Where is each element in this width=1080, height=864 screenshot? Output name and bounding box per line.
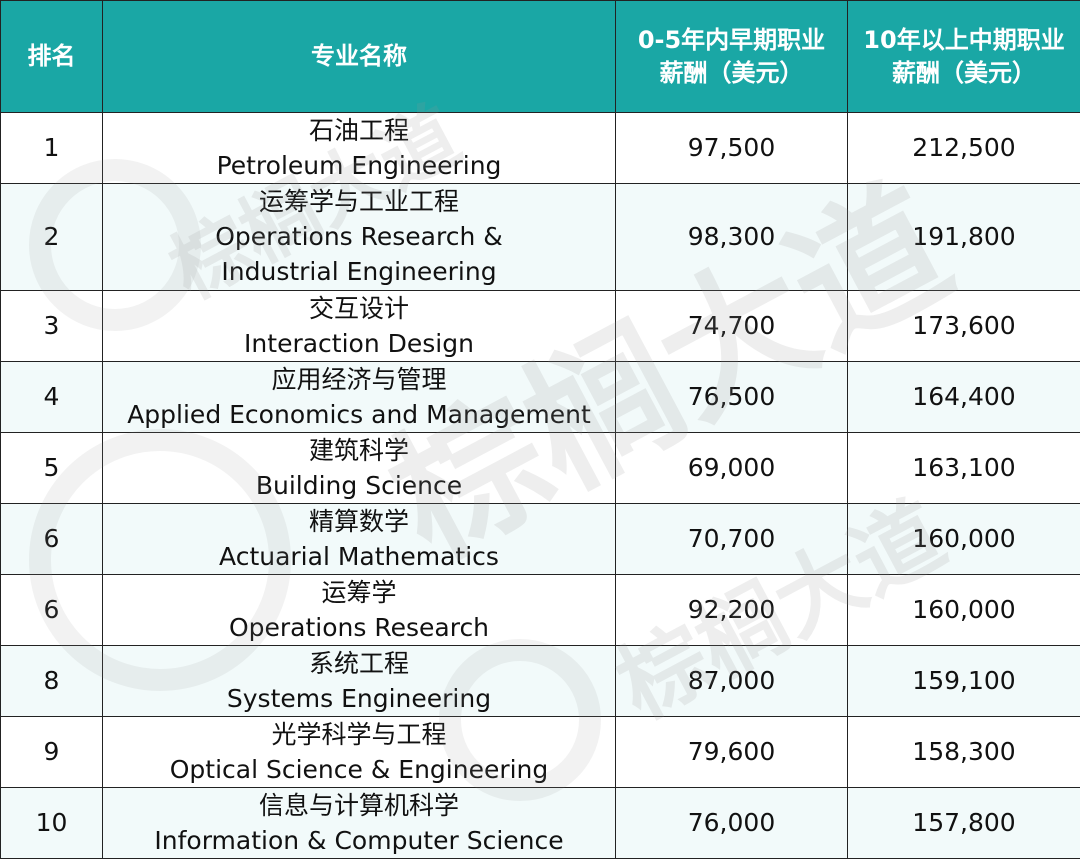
mid-salary-cell: 159,100: [847, 645, 1080, 717]
rank-cell: 6: [0, 503, 103, 575]
early-salary-cell: 76,500: [615, 361, 848, 433]
mid-salary-cell: 173,600: [847, 290, 1080, 362]
table-row: 6 精算数学 Actuarial Mathematics 70,700 160,000: [0, 503, 1080, 575]
major-name-en: Operations Research &: [215, 222, 503, 251]
rank-cell: 1: [0, 112, 103, 184]
early-salary-cell: 76,000: [615, 787, 848, 859]
major-name-en: Operations Research: [228, 612, 490, 642]
major-name-en: Industrial Engineering: [221, 257, 497, 286]
table-row: 10 信息与计算机科学 Information & Computer Science…: [0, 787, 1080, 859]
major-cell: 建筑科学 Building Science: [102, 432, 616, 504]
early-salary-cell: 74,700: [615, 290, 848, 362]
header-mid-line-1: 10年以上中期职业: [863, 25, 1065, 54]
major-cell: 信息与计算机科学 Information & Computer Science: [102, 787, 616, 859]
major-name-zh: 信息与计算机科学: [258, 790, 459, 820]
header-early-line-1: 0-5年内早期职业: [637, 25, 826, 54]
major-cell: 系统工程 Systems Engineering: [102, 645, 616, 717]
mid-salary-cell: 164,400: [847, 361, 1080, 433]
major-name-zh: 光学科学与工程: [271, 719, 447, 749]
mid-salary-cell: 191,800: [847, 183, 1080, 291]
rank-cell: 3: [0, 290, 103, 362]
rank-cell: 2: [0, 183, 103, 291]
early-salary-cell: 69,000: [615, 432, 848, 504]
major-cell: 精算数学 Actuarial Mathematics: [102, 503, 616, 575]
rank-cell: 8: [0, 645, 103, 717]
table-row: 2 运筹学与工业工程 Operations Research & Industrial…: [0, 183, 1080, 291]
major-name-zh: 系统工程: [308, 648, 409, 678]
major-cell: 运筹学 Operations Research: [102, 574, 616, 646]
table-row: 1 石油工程 Petroleum Engineering 97,500 212,500: [0, 112, 1080, 184]
header-early-salary: 0-5年内早期职业 薪酬（美元）: [615, 0, 848, 113]
major-name-zh: 运筹学与工业工程: [258, 187, 459, 216]
major-name-en: Petroleum Engineering: [216, 150, 502, 180]
header-mid-salary: 10年以上中期职业 薪酬（美元）: [847, 0, 1080, 113]
major-name-en: Interaction Design: [244, 328, 474, 358]
early-salary-cell: 79,600: [615, 716, 848, 788]
major-name-en: Systems Engineering: [226, 683, 492, 713]
mid-salary-cell: 160,000: [847, 574, 1080, 646]
major-name-en: Building Science: [255, 470, 463, 500]
mid-salary-cell: 158,300: [847, 716, 1080, 788]
major-cell: 应用经济与管理 Applied Economics and Management: [102, 361, 616, 433]
major-name-en: Information & Computer Science: [154, 825, 564, 855]
major-cell: 石油工程 Petroleum Engineering: [102, 112, 616, 184]
early-salary-cell: 87,000: [615, 645, 848, 717]
major-cell: 运筹学与工业工程 Operations Research & Industrial …: [102, 183, 616, 291]
table-row: 6 运筹学 Operations Research 92,200 160,000: [0, 574, 1080, 646]
early-salary-cell: 98,300: [615, 183, 848, 291]
header-rank: 排名: [0, 0, 103, 113]
header-major: 专业名称: [102, 0, 616, 113]
mid-salary-cell: 212,500: [847, 112, 1080, 184]
mid-salary-cell: 160,000: [847, 503, 1080, 575]
mid-salary-cell: 157,800: [847, 787, 1080, 859]
table-row: 9 光学科学与工程 Optical Science & Engineering 79,…: [0, 716, 1080, 788]
rank-cell: 6: [0, 574, 103, 646]
early-salary-cell: 70,700: [615, 503, 848, 575]
table-row: 5 建筑科学 Building Science 69,000 163,100: [0, 432, 1080, 504]
header-early-line-2: 薪酬（美元）: [659, 58, 804, 87]
major-name-zh: 运筹学: [321, 577, 397, 607]
table-body: 1 石油工程 Petroleum Engineering 97,500 212,500 2…: [0, 112, 1080, 859]
table-header: 排名 专业名称 0-5年内早期职业 薪酬（美元） 10年以上中期职业 薪酬（美元…: [0, 0, 1080, 113]
rank-cell: 4: [0, 361, 103, 433]
major-name-zh: 交互设计: [308, 293, 409, 323]
rank-cell: 9: [0, 716, 103, 788]
early-salary-cell: 97,500: [615, 112, 848, 184]
major-cell: 交互设计 Interaction Design: [102, 290, 616, 362]
major-name-en: Optical Science & Engineering: [169, 754, 549, 784]
early-salary-cell: 92,200: [615, 574, 848, 646]
major-name-zh: 建筑科学: [308, 435, 409, 465]
major-name-en: Actuarial Mathematics: [219, 541, 499, 571]
major-name-zh: 精算数学: [308, 506, 409, 536]
major-name-zh: 应用经济与管理: [271, 364, 447, 394]
table-row: 8 系统工程 Systems Engineering 87,000 159,100: [0, 645, 1080, 717]
major-name-en: Applied Economics and Management: [127, 399, 591, 429]
header-mid-line-2: 薪酬（美元）: [892, 58, 1036, 87]
mid-salary-cell: 163,100: [847, 432, 1080, 504]
major-cell: 光学科学与工程 Optical Science & Engineering: [102, 716, 616, 788]
table-row: 4 应用经济与管理 Applied Economics and Management…: [0, 361, 1080, 433]
rank-cell: 5: [0, 432, 103, 504]
rank-cell: 10: [0, 787, 103, 859]
table-row: 3 交互设计 Interaction Design 74,700 173,600: [0, 290, 1080, 362]
major-name-zh: 石油工程: [308, 115, 409, 145]
